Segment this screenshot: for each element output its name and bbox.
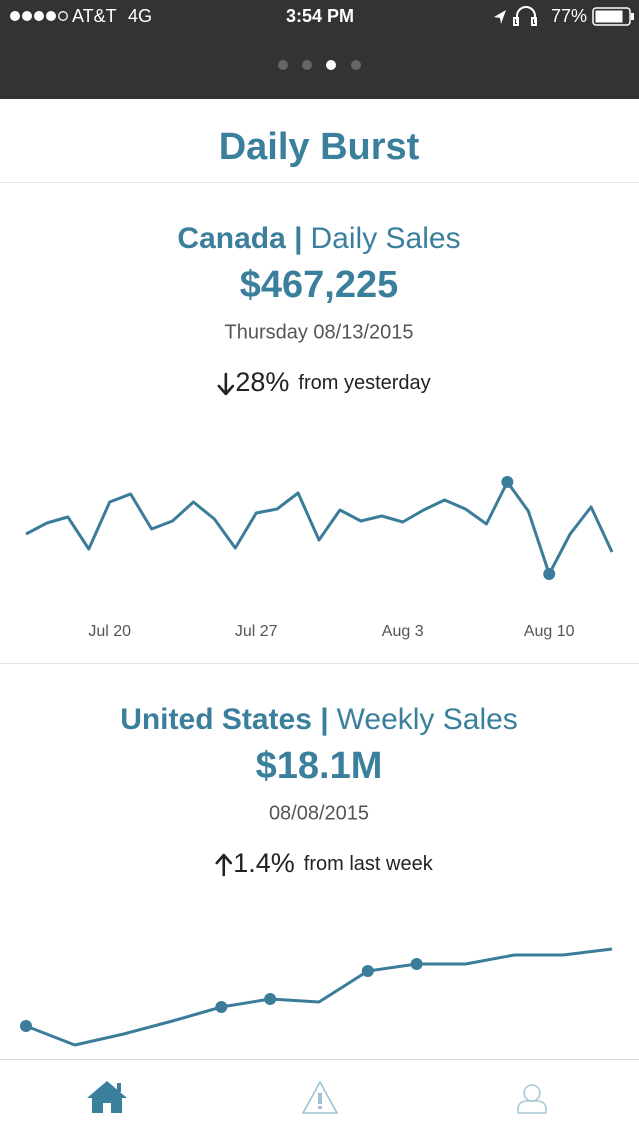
change-arrow [217, 372, 235, 396]
x-tick-label: Jul 20 [88, 623, 131, 640]
point-marker [361, 965, 374, 977]
alerts-tab[interactable] [301, 1080, 339, 1114]
card-title: Canada | Daily Sales [177, 222, 460, 255]
x-tick-label: Aug 3 [382, 623, 424, 640]
page-dots [278, 60, 361, 70]
change: 28% from yesterday [235, 367, 430, 397]
sales-card: United States | Weekly Sales $18.1M 08/08/2… [20, 703, 613, 1047]
change-percent: 28% [235, 367, 289, 397]
cards: Canada | Daily Sales $467,225 Thursday 08/1… [20, 222, 614, 1047]
amount: $18.1M [256, 745, 383, 787]
point-marker [410, 958, 423, 970]
app-title: Daily Burst [219, 126, 420, 168]
region: Canada | [177, 222, 302, 255]
network: 4G [128, 6, 152, 26]
headphones-icon [513, 6, 537, 26]
battery-level: 77% [551, 6, 587, 26]
change-note: from last week [304, 853, 434, 875]
status-bar [0, 0, 639, 99]
change-percent: 1.4% [233, 848, 295, 878]
profile-tab[interactable] [517, 1084, 547, 1114]
point-marker [501, 476, 514, 488]
sales-line [25, 947, 613, 1047]
card-title: United States | Weekly Sales [120, 703, 518, 736]
carrier: AT&T [72, 6, 117, 26]
time: 3:54 PM [286, 6, 354, 26]
home-tab[interactable] [87, 1081, 127, 1113]
sales-line [25, 480, 614, 576]
battery-icon [592, 7, 634, 26]
x-tick-label: Aug 10 [524, 623, 575, 640]
sales-card: Canada | Daily Sales $467,225 Thursday 08/1… [25, 222, 614, 640]
signal [10, 11, 68, 21]
metric: Weekly Sales [337, 703, 518, 736]
date: Thursday 08/13/2015 [224, 321, 413, 343]
point-marker [543, 568, 556, 580]
change-arrow [215, 853, 233, 877]
point-marker [20, 1020, 32, 1032]
metric: Daily Sales [311, 222, 461, 255]
location-icon [494, 10, 506, 24]
x-tick-label: Jul 27 [235, 623, 278, 640]
region: United States | [120, 703, 328, 736]
change: 1.4% from last week [233, 848, 433, 878]
point-marker [215, 1001, 228, 1013]
date: 08/08/2015 [269, 802, 369, 824]
header [0, 99, 639, 182]
point-marker [264, 993, 277, 1005]
change-note: from yesterday [298, 372, 430, 394]
amount: $467,225 [240, 264, 399, 306]
